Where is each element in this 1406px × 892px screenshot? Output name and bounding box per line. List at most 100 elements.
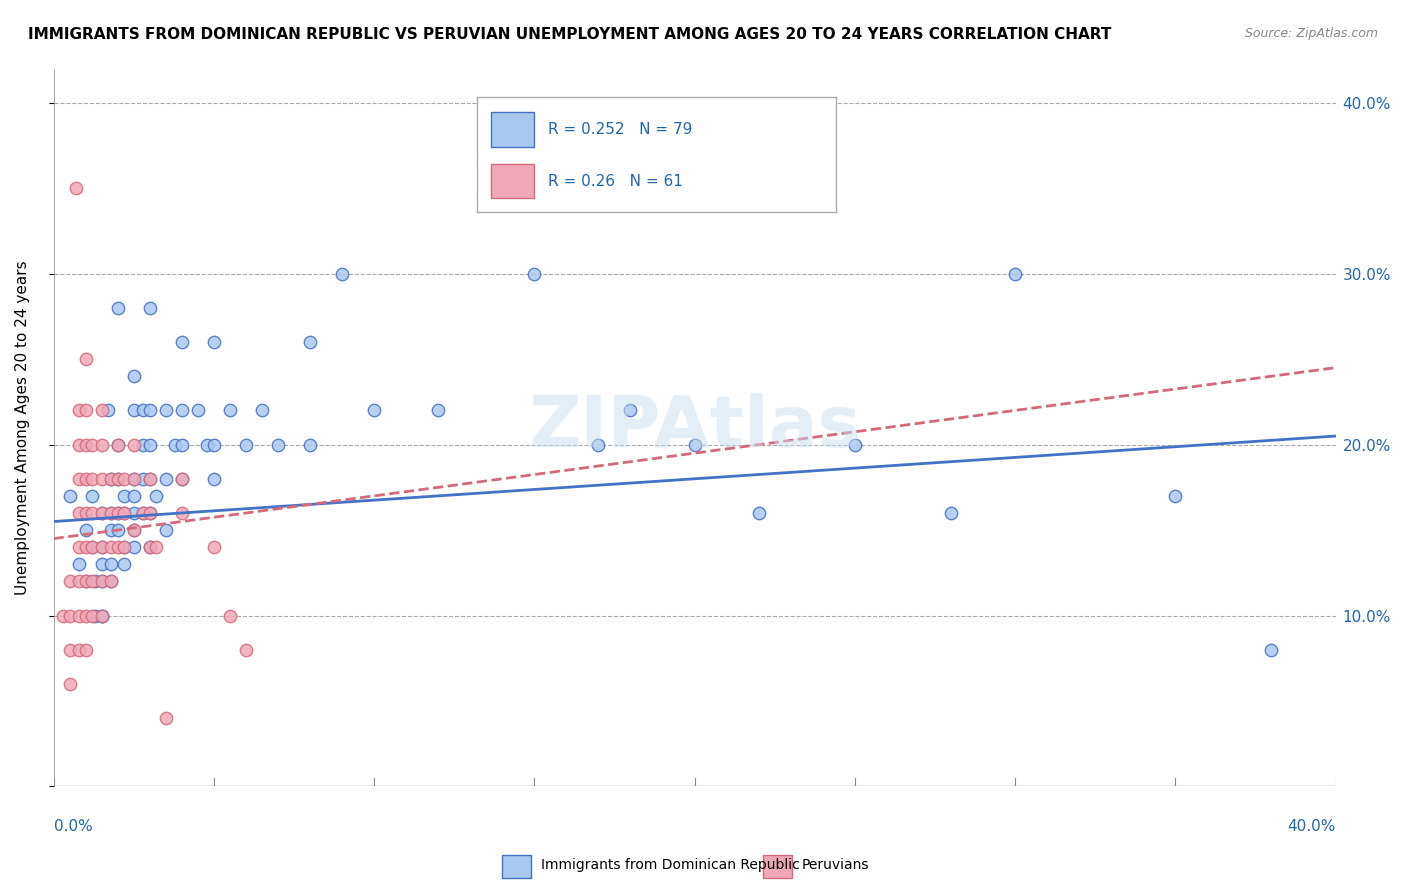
Point (67, 574, 90, 589)
Point (298, 437, 321, 451)
Point (139, 301, 162, 315)
Point (122, 523, 145, 537)
Point (165, 437, 187, 451)
Point (75, 352, 97, 367)
Point (59, 608, 82, 623)
Point (90, 608, 112, 623)
Point (139, 472, 162, 486)
Point (59, 574, 82, 589)
Point (100, 574, 122, 589)
Point (218, 608, 240, 623)
Point (139, 472, 162, 486)
Point (132, 437, 155, 451)
Text: 0.0%: 0.0% (53, 819, 93, 834)
Point (90, 540, 112, 554)
Point (80, 506, 103, 520)
Point (1164, 489, 1187, 503)
Point (202, 437, 225, 451)
Point (107, 437, 129, 451)
Point (1260, 642, 1282, 657)
Point (75, 642, 97, 657)
Point (100, 558, 122, 572)
Point (145, 489, 167, 503)
Point (90, 472, 112, 486)
Point (170, 472, 193, 486)
Point (155, 472, 177, 486)
Point (187, 403, 209, 417)
Point (75, 574, 97, 589)
Point (107, 506, 129, 520)
Point (122, 403, 145, 417)
Point (107, 523, 129, 537)
Point (67, 437, 90, 451)
Point (90, 506, 112, 520)
Point (84, 608, 107, 623)
Point (100, 523, 122, 537)
Point (122, 437, 145, 451)
Point (75, 437, 97, 451)
Point (1004, 267, 1026, 281)
Point (155, 711, 177, 725)
Point (80, 608, 103, 623)
Point (330, 267, 353, 281)
Point (67, 558, 90, 572)
Point (90, 574, 112, 589)
Point (90, 506, 112, 520)
Point (170, 334, 193, 349)
Point (235, 642, 257, 657)
Point (132, 403, 155, 417)
Point (619, 403, 641, 417)
Bar (502, 855, 531, 878)
Point (132, 472, 155, 486)
Point (90, 558, 112, 572)
Point (748, 506, 770, 520)
Point (588, 437, 610, 451)
Point (139, 540, 162, 554)
Point (170, 403, 193, 417)
Point (67, 608, 90, 623)
Point (75, 403, 97, 417)
Point (67, 540, 90, 554)
Point (107, 506, 129, 520)
Point (80, 574, 103, 589)
Point (52, 608, 75, 623)
Text: Immigrants from Dominican Republic: Immigrants from Dominican Republic (541, 858, 800, 872)
Point (197, 437, 219, 451)
Y-axis label: Unemployment Among Ages 20 to 24 years: Unemployment Among Ages 20 to 24 years (15, 260, 30, 595)
Point (112, 489, 135, 503)
Point (132, 506, 155, 520)
Point (523, 267, 546, 281)
Point (80, 540, 103, 554)
Point (67, 506, 90, 520)
Point (250, 403, 273, 417)
Point (112, 540, 135, 554)
Point (100, 506, 122, 520)
Point (122, 523, 145, 537)
Point (75, 472, 97, 486)
Point (218, 403, 240, 417)
Text: 40.0%: 40.0% (1286, 819, 1336, 834)
Point (90, 540, 112, 554)
Point (80, 540, 103, 554)
Point (84, 574, 107, 589)
Point (202, 334, 225, 349)
Point (132, 506, 155, 520)
Text: Source: ZipAtlas.com: Source: ZipAtlas.com (1244, 27, 1378, 40)
Text: IMMIGRANTS FROM DOMINICAN REPUBLIC VS PERUVIAN UNEMPLOYMENT AMONG AGES 20 TO 24 : IMMIGRANTS FROM DOMINICAN REPUBLIC VS PE… (28, 27, 1112, 42)
Point (67, 472, 90, 486)
Point (107, 472, 129, 486)
Point (100, 540, 122, 554)
Point (122, 472, 145, 486)
Point (75, 574, 97, 589)
Point (155, 403, 177, 417)
Point (100, 472, 122, 486)
Point (122, 472, 145, 486)
Point (90, 608, 112, 623)
Point (80, 472, 103, 486)
Point (90, 608, 112, 623)
Point (139, 540, 162, 554)
Point (112, 506, 135, 520)
Point (75, 506, 97, 520)
Point (59, 677, 82, 691)
Point (80, 489, 103, 503)
